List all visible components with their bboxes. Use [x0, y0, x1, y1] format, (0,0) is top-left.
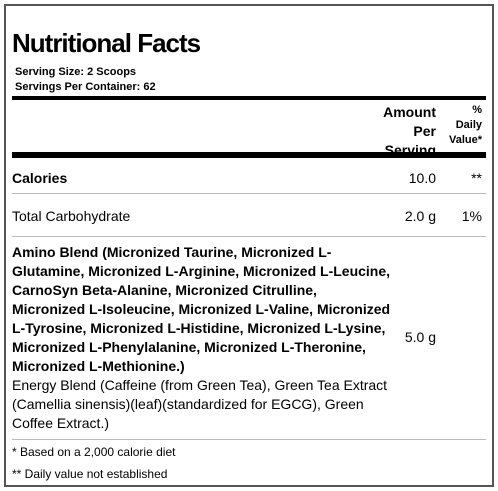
energy-blend-text: Energy Blend (Caffeine (from Green Tea),…: [12, 377, 388, 431]
amount-header-line: Amount: [383, 104, 436, 120]
blend-ingredients: Amino Blend (Micronized Taurine, Microni…: [12, 243, 392, 433]
daily-value-header: % Daily Value*: [432, 103, 482, 148]
servings-per-container: Servings Per Container: 62: [15, 81, 156, 93]
footnote-daily-value: ** Daily value not established: [12, 467, 168, 481]
dv-header-line: %: [472, 104, 482, 116]
total-carbohydrate-amount: 2.0 g: [404, 208, 436, 224]
serving-size: Serving Size: 2 Scoops: [15, 66, 137, 78]
dv-header-line: Value*: [448, 134, 482, 146]
total-carbohydrate-daily-value: 1%: [461, 208, 482, 224]
calories-daily-value: **: [471, 170, 482, 186]
panel-title: Nutritional Facts: [12, 28, 201, 58]
calories-label: Calories: [12, 170, 68, 186]
thick-divider: [12, 152, 486, 158]
row-divider: [12, 193, 486, 194]
nutrition-facts-panel: Nutritional Facts Serving Size: 2 Scoops…: [4, 4, 494, 487]
calories-amount: 10.0: [408, 170, 436, 186]
row-divider: [12, 236, 486, 237]
amino-blend-text: Amino Blend (Micronized Taurine, Microni…: [12, 244, 391, 374]
row-divider: [12, 439, 486, 440]
total-carbohydrate-label: Total Carbohydrate: [12, 208, 131, 224]
dv-header-line: Daily: [455, 119, 482, 131]
thick-divider: [12, 96, 486, 100]
amount-header-line: Per: [413, 123, 436, 139]
blend-amount: 5.0 g: [404, 329, 436, 345]
footnote-calorie-diet: * Based on a 2,000 calorie diet: [12, 445, 176, 459]
